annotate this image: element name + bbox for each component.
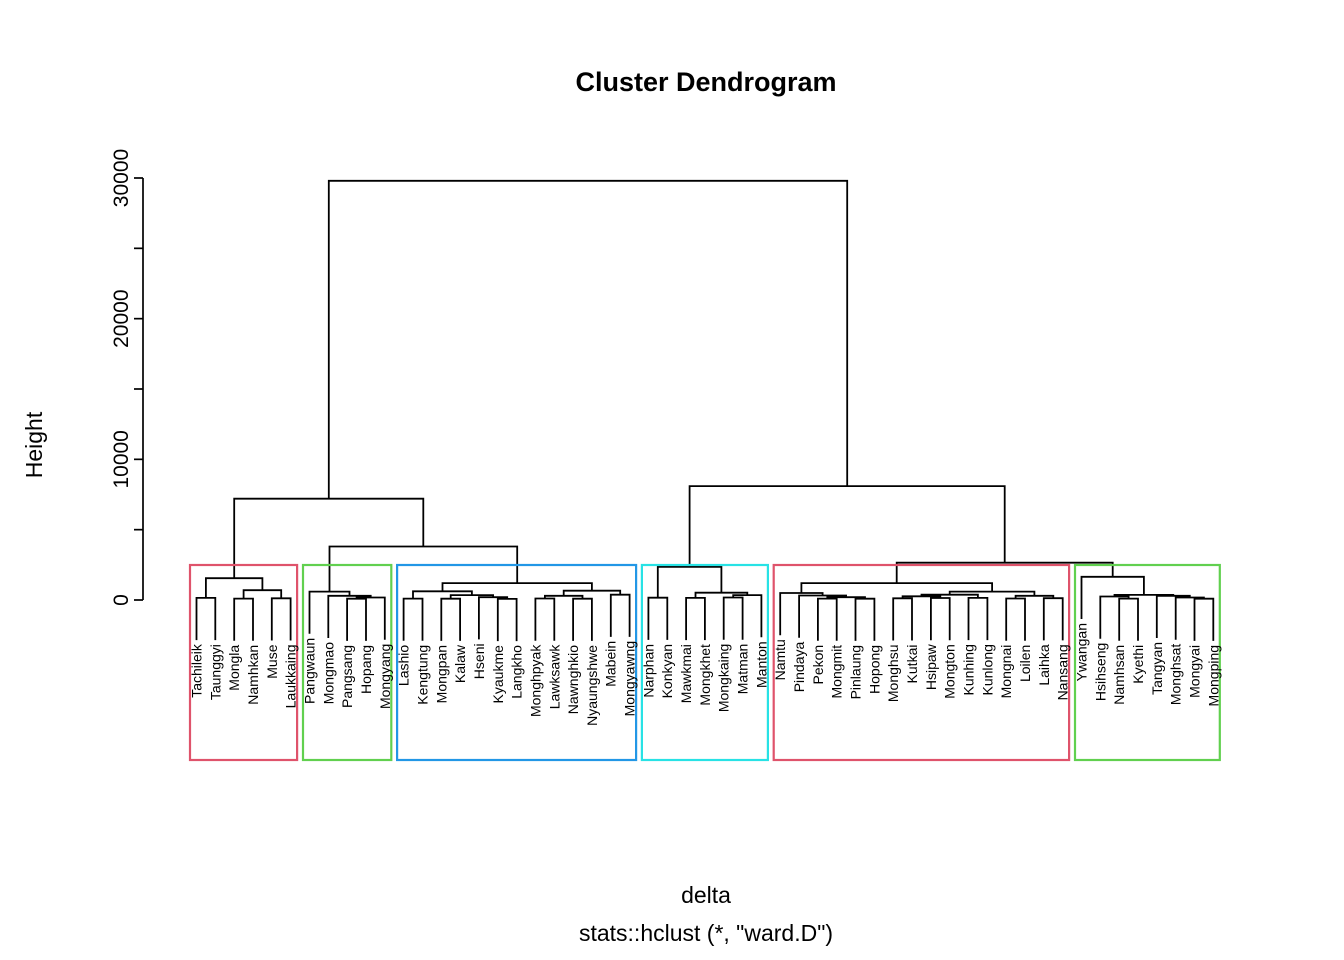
leaf-label: Monghsat [1168,644,1184,706]
leaf-label: Hopang [358,645,374,694]
y-tick-label: 0 [110,594,133,606]
leaf-label: Ywangan [1074,623,1090,681]
leaf-label: Pinlaung [848,645,864,700]
cluster-box-cluster-4 [640,563,770,762]
subtitle-label: stats::hclust (*, "ward.D") [579,920,833,946]
leaf-label: Pindaya [791,641,807,692]
cluster-box-cluster-6 [1073,563,1221,762]
leaf-label: Mongton [942,644,958,698]
leaf-label: Pangsang [339,645,355,708]
leaf-label: Langkho [509,645,525,699]
leaf-label: Manton [753,641,769,688]
leaf-label: Lashio [396,645,412,686]
leaf-label: Namhsan [1111,645,1127,705]
cluster-box-cluster-5 [772,563,1071,762]
leaf-label: Mongyang [377,644,393,709]
leaf-label: Kengtung [414,645,430,705]
leaf-label: Hsipaw [923,643,939,690]
cluster-box-cluster-3 [396,563,638,762]
leaf-label: Kutkai [904,645,920,684]
y-axis-label: Height [21,411,47,478]
cluster-box-cluster-1 [188,563,299,762]
leaf-label: Hopong [866,645,882,694]
leaf-label: Mongmao [320,642,336,704]
x-axis-label: delta [681,882,731,908]
leaf-label: Mabein [603,641,619,687]
leaf-label: Mongyai [1186,645,1202,698]
leaf-label: Kyaukme [490,645,506,704]
leaf-label: Mongping [1205,645,1221,707]
leaf-label: Narphan [640,644,656,698]
y-tick-label: 10000 [110,430,133,488]
leaf-label: Namtu [772,639,788,680]
leaf-label: Pekon [810,645,826,685]
leaf-label: Mongyawng [622,641,638,717]
leaf-labels: Tachileik Taunggyi Mongla Namhkan Muse Laukka… [189,623,1222,726]
leaf-label: Matman [735,644,751,695]
leaf-label: Kunhing [961,644,977,695]
dendrogram-tree [195,179,1215,642]
leaf-label: Mongnai [998,645,1014,699]
leaf-label: Muse [264,644,280,678]
y-tick-label: 20000 [110,289,133,347]
leaf-label: Mawkmai [678,644,694,703]
leaf-label: Monghpyak [527,644,543,717]
leaf-label: Tachileik [189,643,205,698]
leaf-label: Lawksawk [546,644,562,710]
leaf-label: Mongpan [433,645,449,703]
leaf-label: Laihka [1036,644,1052,685]
leaf-label: Konkyan [659,644,675,698]
leaf-label: Nansang [1055,644,1071,700]
leaf-label: Kalaw [452,644,468,683]
y-axis: 0 10000 20000 30000 [110,149,144,606]
leaf-label: Tangyan [1149,642,1165,695]
leaf-label: Taunggyi [207,644,223,700]
y-tick-label: 30000 [110,149,133,207]
chart-title: Cluster Dendrogram [575,67,836,97]
tree-path [195,179,1215,642]
leaf-label: Mongkaing [716,644,732,713]
leaf-label: Mongkhet [697,644,713,706]
cluster-box-cluster-2 [301,563,393,762]
cluster-boxes [188,563,1221,762]
leaf-label: Nawnghkio [565,645,581,714]
leaf-label: Kyethi [1130,645,1146,684]
leaf-label: Mongmit [829,645,845,699]
leaf-label: Monghsu [885,645,901,703]
leaf-label: Hseni [471,643,487,679]
leaf-label: Pangwaun [301,638,317,704]
leaf-label: Loilen [1017,645,1033,682]
leaf-label: Laukkaing [283,645,299,709]
leaf-label: Nyaungshwe [584,645,600,726]
leaf-label: Namhkan [245,645,261,705]
leaf-label: Hsihseng [1092,643,1108,701]
leaf-label: Mongla [226,645,242,691]
leaf-label: Kunlong [979,644,995,695]
